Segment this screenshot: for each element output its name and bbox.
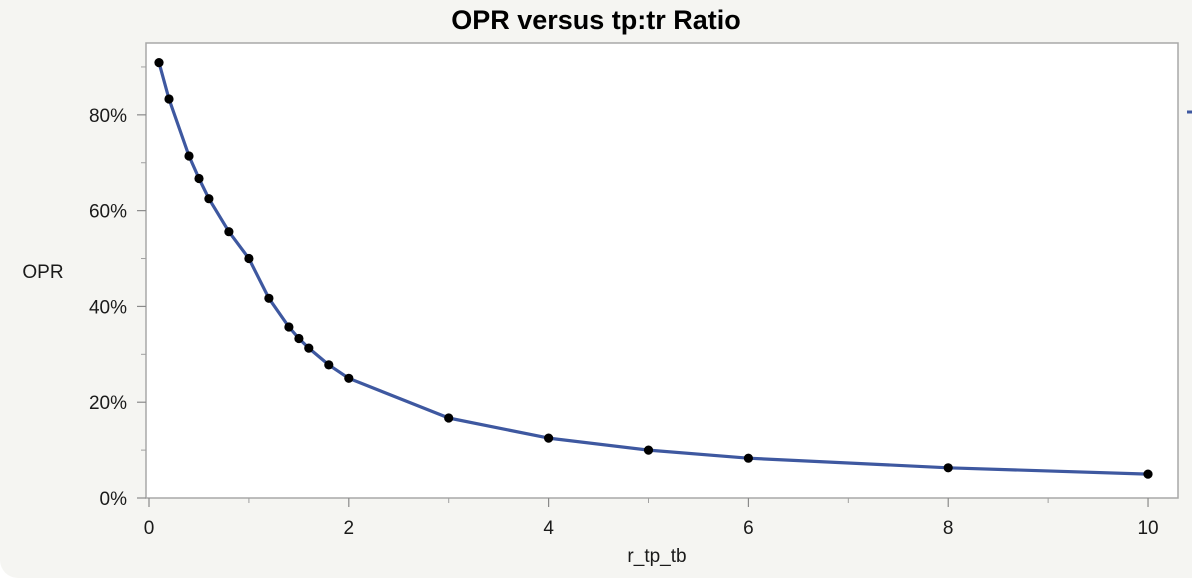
x-axis: 0 2 4 6 8 10 [144, 498, 1159, 539]
data-point [294, 333, 304, 344]
data-point [444, 413, 454, 423]
y-tick-label: 80% [89, 106, 127, 127]
data-point [324, 360, 334, 370]
data-point [224, 227, 234, 237]
x-tick-label: 6 [743, 518, 754, 539]
data-point [284, 322, 294, 332]
data-point [154, 58, 164, 68]
x-tick-label: 0 [144, 518, 155, 539]
x-tick-label: 4 [543, 518, 554, 539]
x-tick-label: 10 [1137, 518, 1158, 539]
data-point [544, 433, 554, 443]
data-point [184, 151, 194, 161]
data-point [344, 373, 354, 383]
data-point [164, 94, 174, 104]
data-point [264, 293, 274, 303]
y-axis: 0% 20% 40% 60% 80% [89, 66, 146, 510]
data-point [194, 173, 204, 184]
data-point [304, 343, 314, 353]
data-point [204, 194, 214, 204]
data-point [743, 453, 754, 463]
data-points [154, 58, 1153, 479]
x-tick-label: 2 [344, 518, 355, 539]
y-tick-label: 20% [89, 393, 127, 414]
data-point [643, 445, 654, 455]
data-point [244, 253, 254, 264]
y-axis-label: OPR [22, 262, 63, 283]
chart-title: OPR versus tp:tr Ratio [451, 5, 741, 35]
x-tick-label: 8 [943, 518, 954, 539]
data-point [943, 463, 953, 473]
y-tick-label: 60% [89, 202, 127, 223]
y-tick-label: 0% [100, 489, 128, 510]
y-tick-label: 40% [89, 297, 127, 318]
x-axis-label: r_tp_tb [627, 546, 686, 567]
data-point [1143, 469, 1153, 479]
plot-area [145, 42, 1179, 499]
